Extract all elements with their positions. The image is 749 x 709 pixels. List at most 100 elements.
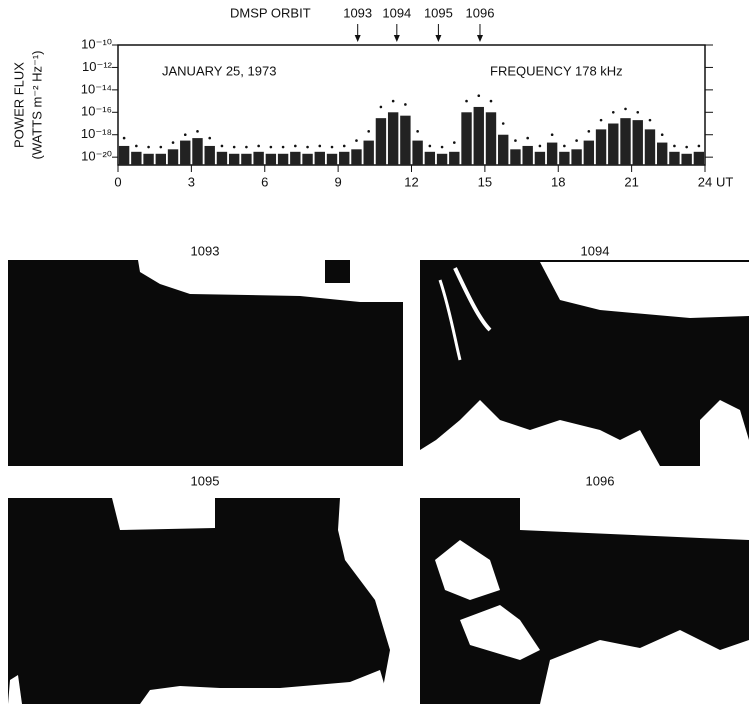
bar: [180, 140, 191, 165]
x-tick-label: 24: [698, 174, 712, 189]
peak-dot: [294, 144, 297, 148]
orbit-arrowhead: [393, 35, 400, 42]
peak-dot: [342, 144, 346, 148]
bar: [449, 151, 460, 165]
bar: [510, 149, 521, 165]
bar: [326, 153, 338, 165]
bar: [632, 120, 643, 165]
peak-dot: [660, 133, 664, 137]
bar: [375, 118, 387, 165]
panel-label: 1093: [191, 243, 220, 258]
date-annotation: JANUARY 25, 1973: [162, 63, 276, 78]
bar: [657, 142, 668, 165]
panel-label: 1095: [191, 473, 220, 488]
bar: [571, 149, 582, 165]
x-tick-label: 18: [551, 174, 565, 189]
peak-dot: [477, 94, 481, 98]
orbit-arrowhead: [476, 35, 483, 42]
orbit-label: 1095: [424, 5, 453, 20]
peak-dot: [367, 130, 370, 133]
peak-dot: [685, 145, 688, 149]
bar: [314, 151, 325, 165]
peak-dot: [514, 139, 517, 142]
peak-dot: [575, 139, 578, 142]
bar: [400, 115, 411, 165]
peak-dot: [257, 144, 260, 148]
bar: [290, 151, 301, 165]
x-tick-label: 6: [261, 174, 268, 189]
x-tick-label: 0: [114, 174, 121, 189]
bar: [228, 153, 240, 165]
bar: [436, 153, 448, 165]
peak-dot: [171, 141, 175, 144]
peak-dot: [501, 122, 505, 125]
peak-dot: [428, 144, 432, 148]
bar: [253, 151, 264, 165]
peak-dot: [245, 145, 248, 149]
bar: [277, 153, 289, 165]
bar: [302, 153, 313, 165]
bar: [608, 123, 619, 165]
peak-dot: [489, 99, 493, 103]
bar: [339, 151, 350, 165]
bar: [204, 145, 215, 165]
bar: [118, 145, 130, 165]
peak-dot: [465, 99, 468, 103]
bar: [595, 129, 607, 165]
bar: [143, 153, 154, 165]
x-tick-label: 3: [188, 174, 195, 189]
peak-dot: [379, 105, 383, 109]
x-tick-label: 21: [624, 174, 638, 189]
panel-label: 1096: [586, 473, 615, 488]
y-tick-label: 10⁻²⁰: [81, 149, 112, 164]
peak-dot: [453, 141, 456, 144]
peak-dot: [599, 118, 603, 122]
peak-dot: [563, 144, 566, 148]
bar: [583, 140, 595, 165]
bar: [546, 142, 558, 165]
bar: [155, 153, 166, 165]
bar: [424, 151, 436, 165]
peak-dot: [611, 110, 615, 114]
bar: [473, 106, 484, 165]
y-axis-label: (WATTS m⁻² Hz⁻¹): [29, 50, 44, 159]
peak-dot: [550, 133, 554, 137]
peak-dot: [404, 103, 407, 106]
bar: [265, 153, 277, 165]
panel-1095: [8, 498, 403, 704]
peak-dot: [648, 118, 652, 122]
y-tick-label: 10⁻¹⁴: [81, 81, 112, 96]
y-tick-label: 10⁻¹⁸: [81, 126, 112, 141]
bar: [241, 153, 252, 165]
bar: [693, 151, 705, 165]
y-tick-label: 10⁻¹⁶: [81, 104, 112, 119]
y-axis-label: POWER FLUX: [11, 62, 26, 148]
peak-dot: [526, 136, 529, 140]
peak-dot: [697, 144, 701, 148]
panel-1096: [420, 498, 749, 704]
peak-dot: [122, 136, 126, 140]
bar: [167, 149, 179, 165]
bar: [387, 112, 399, 165]
bar: [485, 112, 497, 165]
orbit-arrowhead: [354, 35, 361, 42]
orbit-label: 1094: [382, 5, 411, 20]
orbit-label: 1093: [343, 5, 372, 20]
peak-dot: [391, 99, 395, 103]
image-panels: 1093 1094 1095 1096: [8, 243, 749, 704]
bar: [461, 112, 472, 165]
orbit-label: 1096: [466, 5, 495, 20]
orbit-title: DMSP ORBIT: [230, 5, 311, 20]
bar: [534, 151, 546, 165]
bar: [363, 140, 374, 165]
peak-dot: [355, 139, 358, 142]
bar: [192, 138, 203, 165]
panel-1094: [420, 260, 749, 466]
peak-dot: [147, 145, 150, 149]
bar: [681, 153, 692, 165]
peak-dot: [220, 144, 224, 148]
bar: [351, 149, 362, 165]
x-axis-label: UT: [716, 174, 733, 189]
bar: [644, 129, 656, 165]
